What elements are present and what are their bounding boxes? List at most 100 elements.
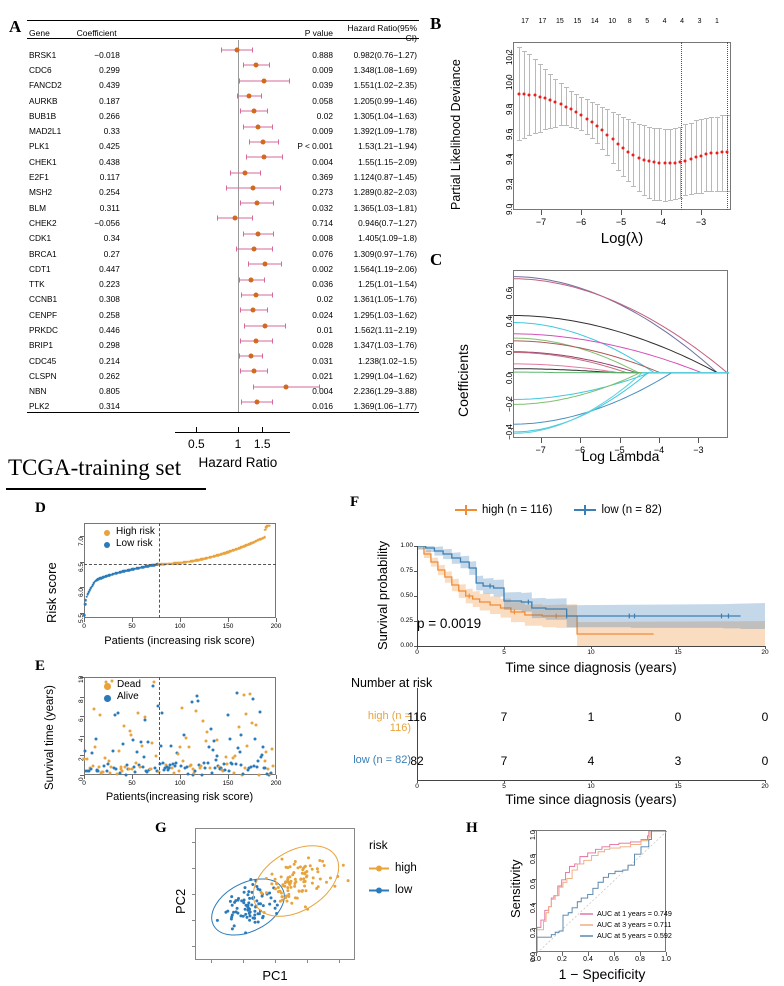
panel-e-y-tick [80,677,84,678]
panel-f-table-x-tick-label: 5 [502,783,506,790]
panel-b-deviance-point [611,137,615,141]
panel-e-point [118,771,121,775]
panel-g-point [239,914,243,918]
panel-e-point [243,766,247,770]
panel-b-deviance-point [590,120,594,124]
panel-e-point [200,773,204,777]
panel-e-point [235,691,239,695]
panel-e-point [124,773,128,776]
panel-g-point [307,856,310,860]
panel-e-point [121,742,125,746]
panel-b-error-cap [683,124,689,126]
panel-g-legend-low: low [369,884,412,896]
cell-gene: BRIP1 [29,340,53,351]
forest-point-estimate [255,124,261,130]
panel-f-x-tick-label: 10 [587,649,595,656]
panel-b-deviance-point [673,161,677,165]
panel-g-point [288,883,292,886]
panel-d-point [264,528,267,531]
table-row: PRKDC 0.446 0.01 1.562(1.11−2.19) [27,322,419,337]
panel-d-point [84,598,88,602]
cell-gene: FANCD2 [29,80,62,91]
panel-f-legend-low-label: low (n = 82) [601,504,662,516]
forest-ci-cap [271,292,273,298]
panel-h-plot-area [536,830,667,953]
panel-f-table-y-axis [417,688,418,780]
panel-f-y-tick-label: 0.00 [400,642,413,649]
panel-d-point [263,535,266,539]
panel-f-risk-cell: 7 [500,710,508,724]
panel-b-error-cap [678,197,684,199]
panel-h-x-tick [614,952,615,956]
panel-f-table-x-tick [504,780,505,783]
panel-b-deviance-point [605,133,609,137]
panel-e-point [241,772,245,775]
forest-ci-cap [267,108,269,114]
cell-pvalue: 0.369 [312,172,333,183]
panel-g-point [280,857,284,861]
panel-b-error-cap [600,106,606,108]
panel-g-point [298,865,302,869]
panel-e-point [191,767,194,770]
table-header-row: Gene Coefficient P value Hazard Ratio(95… [27,20,419,47]
forest-ci-cap [244,323,246,329]
panel-g-point [275,903,279,907]
panel-d-x-tick [180,618,181,622]
panel-g-point [293,860,297,863]
panel-e-point [171,762,175,766]
panel-e-point [186,772,190,776]
panel-b-top-label: 15 [556,18,564,25]
panel-g-x-tick [211,960,212,963]
panel-c-x-tick-label: −7 [535,445,546,455]
panel-h-y-tick [532,854,536,856]
panel-e-point [101,770,105,774]
panel-h-x-tick [562,952,563,956]
panel-b-error-cap [704,191,710,193]
cell-coefficient: 0.314 [99,401,120,412]
forest-ci-cap [273,200,275,206]
panel-b-error-cap [699,192,704,194]
panel-g-point [318,859,322,862]
forest-point-estimate [248,353,254,359]
panel-c-coefficient-path [514,372,729,400]
panel-f-table-x-tick-label: 0 [415,783,419,790]
panel-e-point [183,766,187,770]
panel-e-point [103,756,107,759]
cell-coefficient: 0.805 [99,386,120,397]
panel-c-coefficient-path [514,372,729,405]
cell-pvalue: 0.008 [312,233,333,244]
panel-e-point [179,764,183,768]
cell-gene: E2F1 [29,172,49,183]
cell-hazard-ratio: 1.53(1.21−1.94) [358,141,417,152]
panel-b-error-bar [612,111,614,163]
panel-e-point [109,765,113,769]
table-row: MAD2L1 0.33 0.009 1.392(1.09−1.78) [27,123,419,138]
cell-coefficient: −0.018 [94,49,120,60]
cell-gene: CLSPN [29,370,57,381]
panel-g-point [286,876,290,880]
panel-f-table-x-tick [765,780,766,783]
panel-b-deviance-point [527,93,531,96]
panel-e-point [140,744,144,747]
forest-point-estimate [232,215,238,221]
km-confidence-band [417,546,765,646]
panel-g-point [241,914,245,918]
panel-c-y-tick [508,371,513,373]
forest-ci-cap [237,93,239,99]
forest-ci-cap [243,124,245,130]
panel-h-y-axis-label: Sensitivity [508,859,523,918]
forest-ci-cap [271,338,273,344]
forest-ci-cap [273,231,275,237]
panel-e-point [119,767,122,771]
panel-b-error-cap [647,126,652,128]
forest-point-estimate [255,231,261,237]
cell-hazard-ratio: 1.238(1.02−1.5) [358,355,417,366]
forest-ci-cap [236,246,238,252]
panel-e-point [154,754,158,758]
panel-g-point [245,904,249,908]
panel-b-error-cap [631,121,637,123]
forest-tick-label: 0.5 [188,436,205,451]
forest-ci-cap [239,338,241,344]
forest-ci-cap [319,384,321,390]
panel-g-point [248,896,252,900]
